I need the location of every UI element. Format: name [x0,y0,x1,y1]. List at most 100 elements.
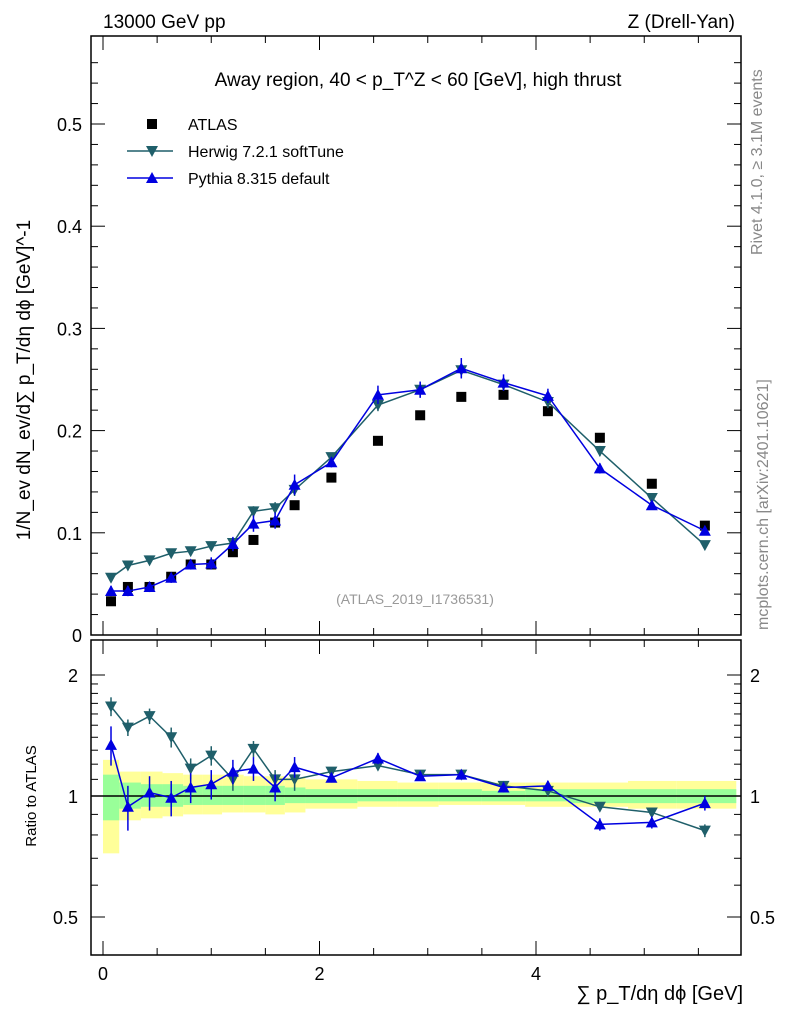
rivet-label: Rivet 4.1.0, ≥ 3.1M events [749,69,766,255]
series-line-triangle-up [111,367,706,592]
x-tick-label: 0 [98,964,108,984]
data-point [247,517,260,529]
band-green [357,789,398,802]
data-point [248,534,259,545]
data-point [542,406,553,417]
ratio-tick-label-right: 1 [750,787,760,807]
data-point [698,540,711,552]
y-tick-label: 0 [72,626,82,646]
header-left: 13000 GeV pp [103,12,226,33]
ratio-point [205,778,218,790]
ratio-point [645,807,658,819]
ratio-point [414,770,427,782]
data-point [269,503,282,515]
data-point [371,388,384,400]
ratio-point [143,711,156,723]
ratio-point [371,752,384,764]
data-point [105,572,118,584]
ratio-point [325,771,338,783]
ratio-tick-label: 0.5 [53,908,78,928]
analysis-tag: (ATLAS_2019_I1736531) [336,591,494,607]
legend-marker [146,146,158,157]
ratio-point [105,701,118,713]
ratio-point [165,732,178,744]
ratio-tick-label: 2 [68,666,78,686]
ratio-y-axis-label: Ratio to ATLAS [23,745,40,846]
data-point [698,524,711,536]
data-point [498,389,509,400]
main-frame [90,35,742,636]
data-point [593,446,606,458]
ratio-point [184,763,197,775]
data-point [325,456,338,468]
header-right: Z (Drell-Yan) [628,12,735,33]
data-point [184,558,197,570]
data-point [372,435,383,446]
ratio-point [698,825,711,837]
ratio-point [105,738,118,750]
x-tick-label: 4 [531,964,541,984]
band-green [397,789,439,802]
band-green [103,774,120,821]
ratio-point [269,781,282,793]
ratio-tick-label-right: 0.5 [750,908,775,928]
ratio-point [121,800,134,812]
legend-marker [146,172,158,183]
mcplots-label: mcplots.cern.ch [arXiv:2401.10621] [755,379,772,630]
y-tick-label: 0.3 [57,319,82,339]
ratio-point [645,816,658,828]
ratio-point [288,774,301,786]
data-point [184,546,197,558]
data-point [205,557,218,569]
x-tick-label: 2 [314,964,324,984]
data-point [165,548,178,560]
legend-marker [147,119,157,129]
ratio-point [247,743,260,755]
data-point [165,571,178,583]
ratio-tick-label: 1 [68,787,78,807]
data-point [121,560,134,572]
ratio-point [143,786,156,798]
data-point [497,376,510,388]
ratio-point [121,722,134,734]
ratio-point [455,768,468,780]
data-point [121,585,134,597]
ratio-point [698,797,711,809]
data-point [594,432,605,443]
ratio-point [288,761,301,773]
data-point [541,389,554,401]
ratio-point [593,801,606,813]
data-point [289,500,300,511]
data-point [226,538,239,550]
legend: ATLAS Herwig 7.2.1 softTune Pythia 8.315 d… [127,117,344,188]
ratio-point [497,781,510,793]
legend-label: Pythia 8.315 default [188,171,330,188]
ratio-point [247,762,260,774]
data-point [227,547,238,558]
data-point [371,400,384,412]
data-point [143,555,156,567]
data-point [645,493,658,505]
legend-label: ATLAS [188,117,238,134]
data-point [143,580,156,592]
ratio-point [226,765,239,777]
data-point [646,478,657,489]
data-point [288,478,301,490]
data-point [269,514,282,526]
data-point [106,596,117,607]
chart-title: Away region, 40 < p_T^Z < 60 [GeV], high… [215,70,622,91]
ratio-point [541,779,554,791]
y-tick-label: 0.4 [57,217,82,237]
data-point [247,506,260,518]
data-point [456,391,467,402]
ratio-point [165,791,178,803]
y-tick-label: 0.5 [57,115,82,135]
band-green [438,789,482,802]
data-point [205,541,218,553]
x-axis-label: ∑ p_T/dη dϕ [GeV] [576,983,743,1005]
data-point [645,499,658,511]
legend-label: Herwig 7.2.1 softTune [188,144,344,161]
y-tick-label: 0.1 [57,524,82,544]
